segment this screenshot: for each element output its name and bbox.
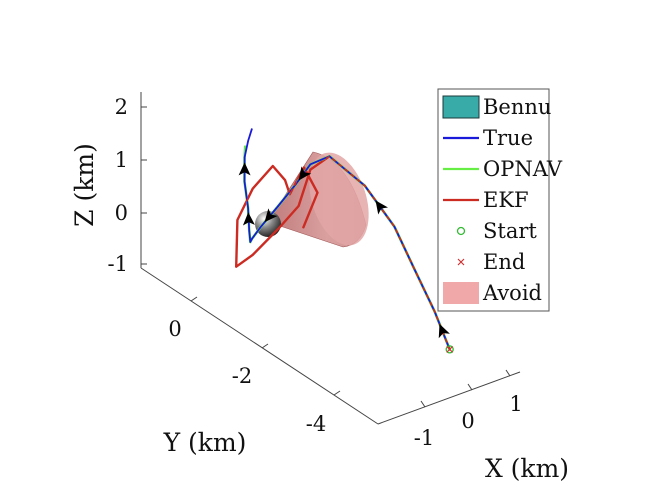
y-tick-label: -4 — [306, 412, 326, 436]
z-tick-label: -1 — [108, 252, 128, 276]
legend-symbol — [456, 226, 466, 236]
x-tick-mark — [420, 400, 426, 408]
direction-arrow — [242, 212, 255, 226]
legend-label: Avoid — [482, 281, 542, 305]
x-tick-mark — [505, 369, 511, 377]
x-tick-label: 1 — [509, 392, 522, 416]
z-tick-label: 2 — [115, 95, 128, 119]
y-tick-mark — [333, 390, 341, 396]
y-tick-mark — [261, 343, 269, 349]
bennu-asteroid — [255, 211, 281, 237]
x-tick-labels: -1 0 1 — [414, 392, 523, 450]
y-tick-mark — [190, 296, 198, 302]
legend-label: True — [483, 126, 533, 150]
z-tick-label: 0 — [115, 201, 128, 225]
direction-arrow — [438, 323, 450, 339]
legend-item-start: Start — [456, 219, 537, 243]
y-tick-label: 0 — [168, 317, 181, 341]
legend-item-ekf: EKF — [443, 188, 529, 212]
z-tick-labels: 2 1 0 -1 — [108, 95, 128, 276]
series-line-ekf-overlay — [235, 155, 451, 351]
direction-arrow — [238, 162, 251, 176]
direction-arrow — [298, 166, 312, 181]
legend-label: Start — [483, 219, 537, 243]
legend-item-avoid: Avoid — [443, 281, 542, 305]
y-tick-labels: 0 -2 -4 — [168, 317, 326, 436]
direction-arrow — [375, 200, 388, 215]
legend-symbol — [457, 258, 465, 266]
legend-label: Bennu — [483, 95, 551, 119]
direction-arrow — [264, 208, 278, 223]
legend: Bennu True OPNAV EKF Start End Avoid — [437, 88, 563, 312]
legend-symbol — [442, 95, 480, 119]
y-axis-line — [140, 267, 379, 425]
start-end-markers — [445, 345, 454, 354]
x-axis-label: X (km) — [485, 454, 569, 483]
z-tick-label: 1 — [115, 148, 128, 172]
y-axis-label: Y (km) — [163, 428, 247, 457]
axes-frame — [140, 92, 521, 425]
direction-arrows — [238, 162, 450, 339]
legend-item-true: True — [443, 126, 533, 150]
legend-symbol — [443, 282, 479, 304]
legend-item-bennu: Bennu — [442, 95, 551, 119]
x-tick-label: 0 — [461, 409, 474, 433]
legend-label: EKF — [483, 188, 529, 212]
z-axis-label: Z (km) — [70, 143, 99, 227]
legend-label: End — [483, 250, 525, 274]
end-marker — [446, 345, 454, 353]
x-tick-mark — [467, 383, 473, 391]
legend-label: OPNAV — [483, 157, 563, 181]
legend-item-opnav: OPNAV — [443, 157, 563, 181]
legend-item-end: End — [457, 250, 525, 274]
x-axis-line — [377, 371, 521, 425]
y-tick-label: -2 — [232, 364, 252, 388]
x-tick-label: -1 — [414, 426, 434, 450]
start-marker — [445, 345, 454, 354]
tick-marks — [141, 106, 511, 408]
